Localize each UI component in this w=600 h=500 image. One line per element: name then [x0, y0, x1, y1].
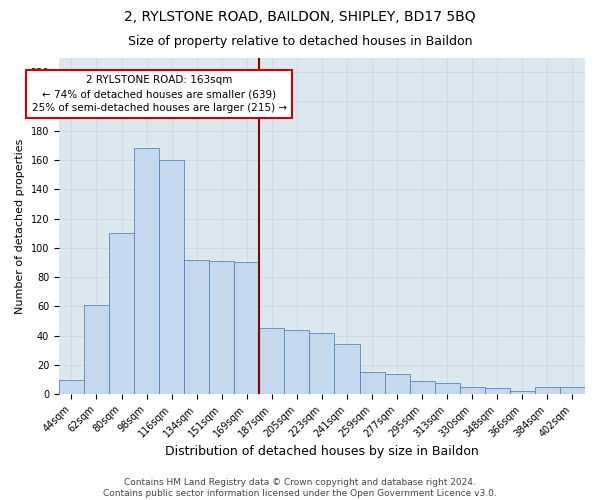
Bar — [410, 381, 434, 394]
Text: Size of property relative to detached houses in Baildon: Size of property relative to detached ho… — [128, 35, 472, 48]
Text: Contains HM Land Registry data © Crown copyright and database right 2024.
Contai: Contains HM Land Registry data © Crown c… — [103, 478, 497, 498]
Bar — [535, 387, 560, 394]
Bar — [359, 372, 385, 394]
Bar — [334, 344, 359, 394]
X-axis label: Distribution of detached houses by size in Baildon: Distribution of detached houses by size … — [165, 444, 479, 458]
Bar — [460, 387, 485, 394]
Bar — [560, 387, 585, 394]
Bar — [184, 260, 209, 394]
Bar — [284, 330, 310, 394]
Bar — [59, 380, 84, 394]
Text: 2, RYLSTONE ROAD, BAILDON, SHIPLEY, BD17 5BQ: 2, RYLSTONE ROAD, BAILDON, SHIPLEY, BD17… — [124, 10, 476, 24]
Bar — [209, 261, 234, 394]
Bar — [84, 305, 109, 394]
Bar — [310, 332, 334, 394]
Bar — [385, 374, 410, 394]
Y-axis label: Number of detached properties: Number of detached properties — [15, 138, 25, 314]
Bar — [134, 148, 159, 394]
Text: 2 RYLSTONE ROAD: 163sqm
← 74% of detached houses are smaller (639)
25% of semi-d: 2 RYLSTONE ROAD: 163sqm ← 74% of detache… — [32, 75, 287, 113]
Bar — [434, 382, 460, 394]
Bar — [259, 328, 284, 394]
Bar — [109, 233, 134, 394]
Bar — [510, 392, 535, 394]
Bar — [485, 388, 510, 394]
Bar — [159, 160, 184, 394]
Bar — [234, 262, 259, 394]
